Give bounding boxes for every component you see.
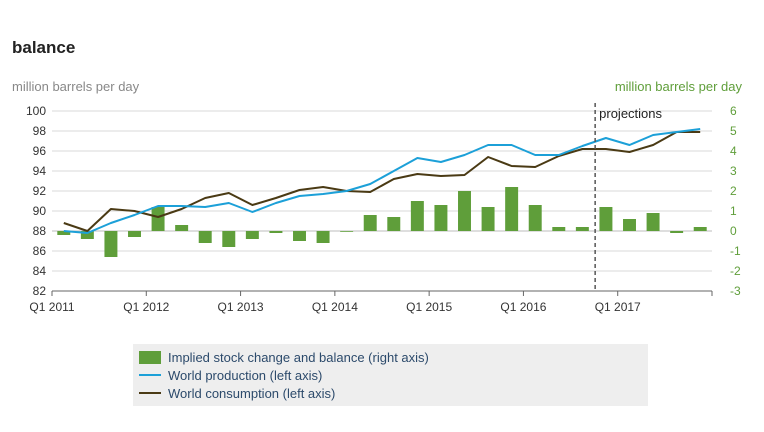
grid-lines [52, 110, 712, 272]
bar [222, 231, 236, 247]
right-tick-label: 2 [730, 184, 737, 198]
right-tick-label: 5 [730, 124, 737, 138]
bar [363, 215, 377, 231]
left-axis-label: million barrels per day [12, 79, 140, 94]
bar [104, 231, 118, 257]
bar [151, 207, 165, 231]
legend-swatch-bar [139, 350, 161, 364]
axes: 82 84 86 88 90 92 94 96 98 100 -3 -2 -1 0 1 2 3 4 5 6 Q1 201… [26, 104, 741, 314]
bar [670, 231, 684, 233]
legend-swatch-consumption [139, 392, 161, 394]
line-series [63, 128, 701, 234]
bar [623, 219, 636, 231]
left-tick-label: 100 [26, 104, 46, 118]
x-tick-label: Q1 2015 [406, 300, 452, 314]
bar [128, 231, 141, 237]
legend-item-stock-change: Implied stock change and balance (right … [139, 348, 429, 366]
chart-title: balance [12, 38, 76, 57]
bar [293, 231, 306, 241]
right-tick-label: 3 [730, 164, 737, 178]
legend: Implied stock change and balance (right … [133, 344, 648, 406]
projection-marker: projections [594, 103, 663, 291]
legend-label-stock-change: Implied stock change and balance (right … [168, 349, 429, 365]
left-tick-label: 98 [33, 124, 47, 138]
bar [458, 191, 471, 231]
bar [434, 205, 448, 231]
right-tick-label: 4 [730, 144, 737, 158]
legend-label-consumption: World consumption (left axis) [168, 385, 336, 401]
x-tick-label: Q1 2013 [218, 300, 264, 314]
legend-label-production: World production (left axis) [168, 367, 323, 383]
left-tick-label: 86 [33, 244, 47, 258]
left-tick-label: 90 [33, 204, 47, 218]
bar [340, 231, 354, 232]
x-tick-label: Q1 2014 [312, 300, 358, 314]
legend-item-production: World production (left axis) [139, 366, 322, 384]
bar [269, 231, 283, 233]
bar [57, 231, 71, 235]
left-tick-label: 82 [33, 284, 47, 298]
left-tick-label: 94 [33, 164, 47, 178]
bar [175, 225, 189, 231]
bar [693, 227, 707, 231]
bar [80, 231, 94, 239]
x-tick-label: Q1 2012 [123, 300, 169, 314]
right-tick-label: 0 [730, 224, 737, 238]
bar [387, 217, 401, 231]
bar [505, 187, 519, 231]
left-tick-label: 88 [33, 224, 47, 238]
right-tick-label: 1 [730, 204, 737, 218]
right-tick-label: 6 [730, 104, 737, 118]
projections-label: projections [599, 106, 662, 121]
production-line [63, 128, 701, 234]
x-tick-label: Q1 2016 [500, 300, 546, 314]
bar [552, 227, 566, 231]
legend-item-consumption: World consumption (left axis) [139, 384, 335, 402]
bar-series [57, 187, 707, 257]
bar [316, 231, 330, 243]
left-tick-label: 92 [33, 184, 47, 198]
left-tick-label: 96 [33, 144, 47, 158]
bar [528, 205, 542, 231]
bar [599, 207, 613, 231]
bar [481, 207, 495, 231]
bar [410, 201, 424, 231]
bar [245, 231, 259, 239]
x-tick-label: Q1 2017 [595, 300, 641, 314]
x-tick-label: Q1 2011 [29, 300, 74, 314]
right-tick-label: -3 [730, 284, 741, 298]
bar [646, 213, 660, 231]
right-tick-label: -2 [730, 264, 741, 278]
legend-swatch-production [139, 374, 161, 376]
left-tick-label: 84 [33, 264, 47, 278]
right-tick-label: -1 [730, 244, 741, 258]
right-axis-label: million barrels per day [614, 79, 742, 94]
bar [198, 231, 212, 243]
bar [575, 227, 589, 231]
consumption-line [63, 131, 701, 232]
